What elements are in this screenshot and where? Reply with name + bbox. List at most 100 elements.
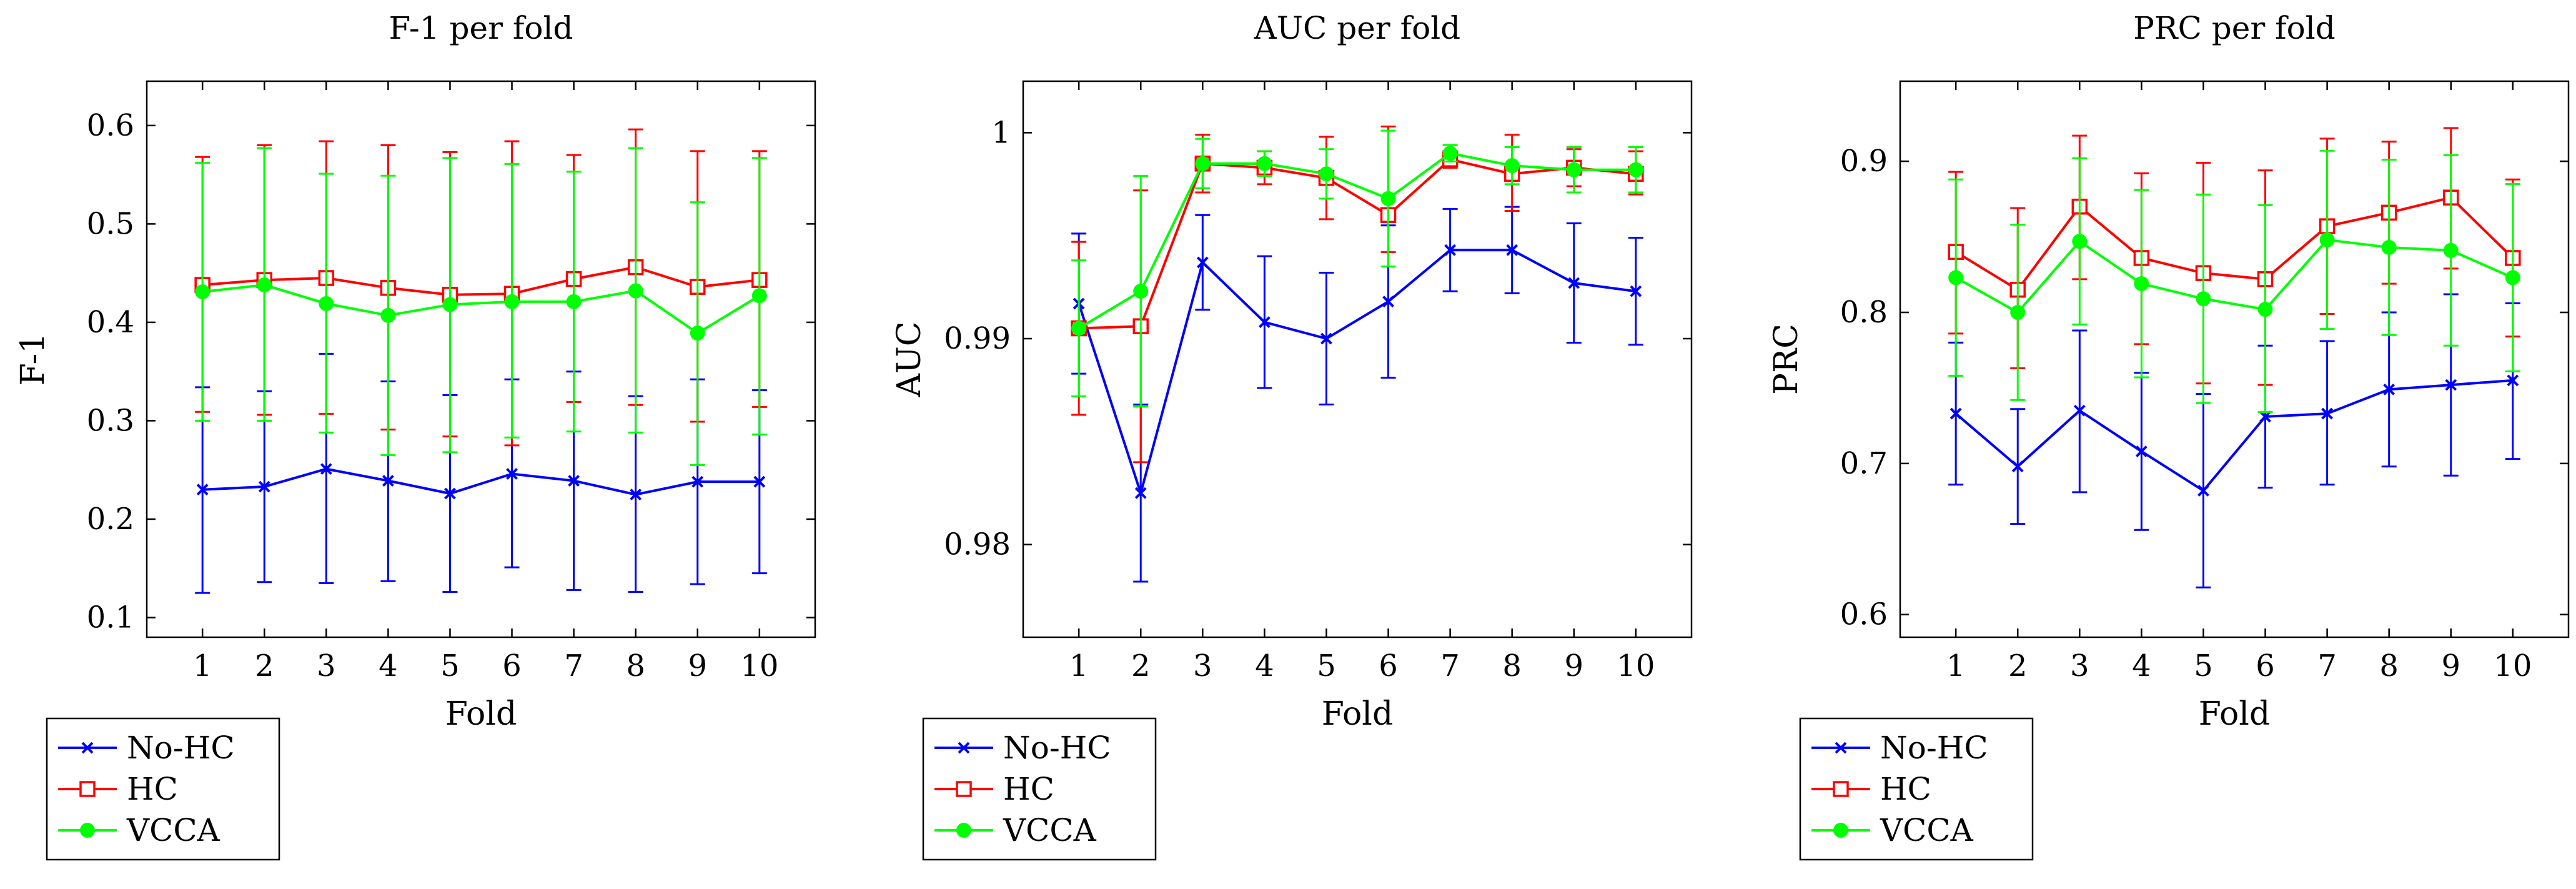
legend-marker — [79, 781, 96, 797]
x-tick-label: 4 — [1255, 648, 1274, 683]
legend: No-HC HC VCCA — [922, 717, 1157, 861]
data-point — [1442, 146, 1458, 161]
x-tick-label: 8 — [1502, 648, 1522, 683]
x-tick-label: 7 — [564, 648, 583, 683]
data-point — [2381, 240, 2397, 256]
x-tick-label: 2 — [255, 648, 274, 683]
data-point — [2383, 383, 2395, 395]
x-tick-label: 8 — [2379, 648, 2399, 683]
x-tick-label: 3 — [2070, 648, 2089, 683]
data-point — [753, 475, 766, 488]
y-tick-label: 0.6 — [87, 108, 134, 143]
data-point — [1258, 316, 1271, 329]
data-point — [1630, 285, 1642, 297]
legend-marker — [81, 742, 94, 754]
data-point — [1134, 487, 1147, 499]
y-tick-label: 0.9 — [1840, 144, 1888, 179]
data-point — [2073, 404, 2086, 417]
data-point — [1566, 162, 1582, 177]
x-tick-label: 5 — [2194, 648, 2213, 683]
data-point — [691, 475, 704, 488]
data-point — [1320, 332, 1332, 345]
y-tick-label: 1 — [991, 115, 1011, 150]
data-point — [195, 284, 211, 300]
data-point — [1444, 244, 1457, 256]
data-point — [1380, 191, 1396, 206]
y-tick-label: 0.99 — [944, 321, 1011, 356]
x-tick-label: 10 — [740, 648, 778, 683]
x-tick-label: 6 — [502, 648, 522, 683]
data-point — [1568, 277, 1580, 289]
data-point — [1948, 270, 1964, 286]
x-axis-label: Fold — [1322, 695, 1393, 733]
data-point — [2505, 270, 2520, 286]
y-tick-label: 0.6 — [1840, 597, 1888, 632]
y-tick-label: 0.5 — [87, 206, 134, 241]
legend-marker — [1833, 781, 1849, 797]
data-point — [2010, 305, 2026, 320]
x-tick-label: 9 — [688, 648, 707, 683]
x-tick-label: 1 — [193, 648, 212, 683]
data-point — [2445, 379, 2457, 391]
legend-marker — [956, 823, 971, 838]
legend-marker — [956, 781, 972, 797]
data-point — [751, 288, 767, 304]
series-hc — [1948, 127, 2521, 386]
y-tick-label: 0.98 — [944, 527, 1011, 562]
series-vcca — [1948, 149, 2520, 414]
y-tick-label: 0.2 — [87, 502, 134, 537]
x-tick-label: 10 — [1617, 648, 1655, 683]
data-point — [506, 468, 518, 480]
plot-frame — [146, 80, 816, 638]
chart-3: PRC per fold 0.6 0.7 0.8 0.9 1 2 3 4 5 6 7 8 9 10 Fold P… — [1768, 10, 2570, 861]
data-point — [444, 487, 456, 500]
data-point — [2259, 410, 2271, 423]
chart-title: PRC per fold — [2133, 10, 2335, 46]
x-tick-label: 2 — [1131, 648, 1151, 683]
x-tick-label: 9 — [1564, 648, 1583, 683]
series-line — [202, 266, 760, 296]
x-tick-label: 5 — [1317, 648, 1336, 683]
series-line — [1955, 238, 2514, 314]
plot-frame — [1022, 80, 1693, 638]
data-point — [2072, 234, 2088, 249]
data-point — [2321, 407, 2334, 420]
x-axis-label: Fold — [2199, 695, 2270, 733]
data-point — [1196, 256, 1209, 269]
data-point — [628, 283, 643, 299]
data-point — [442, 297, 458, 312]
x-tick-label: 5 — [440, 648, 460, 683]
data-point — [2011, 460, 2024, 473]
data-point — [1506, 244, 1518, 256]
legend-label: VCCA — [1003, 812, 1097, 848]
data-point — [504, 294, 520, 309]
series-line — [202, 467, 760, 496]
x-tick-label: 8 — [626, 648, 645, 683]
series-line — [1078, 152, 1636, 330]
x-tick-label: 1 — [1069, 648, 1089, 683]
legend-marker — [1835, 742, 1847, 754]
data-point — [2135, 445, 2147, 457]
data-point — [319, 296, 334, 311]
data-point — [568, 475, 580, 487]
data-point — [257, 277, 272, 293]
data-point — [2196, 291, 2211, 307]
data-point — [1628, 162, 1643, 177]
y-axis-label: AUC — [891, 321, 928, 397]
legend-label: HC — [1003, 771, 1054, 807]
y-tick-label: 0.7 — [1840, 446, 1888, 481]
data-point — [1504, 158, 1520, 174]
series-line — [1954, 379, 2513, 493]
data-point — [382, 475, 394, 487]
data-point — [2507, 374, 2519, 387]
data-point — [2319, 232, 2335, 247]
x-tick-label: 3 — [317, 648, 336, 683]
data-point — [2134, 276, 2149, 292]
series-hc — [194, 128, 768, 447]
series-line — [1079, 158, 1637, 330]
data-point — [1133, 284, 1149, 299]
y-tick-label: 0.1 — [87, 600, 134, 635]
x-tick-label: 7 — [2317, 648, 2337, 683]
data-point — [690, 325, 705, 341]
x-tick-label: 1 — [1946, 648, 1966, 683]
